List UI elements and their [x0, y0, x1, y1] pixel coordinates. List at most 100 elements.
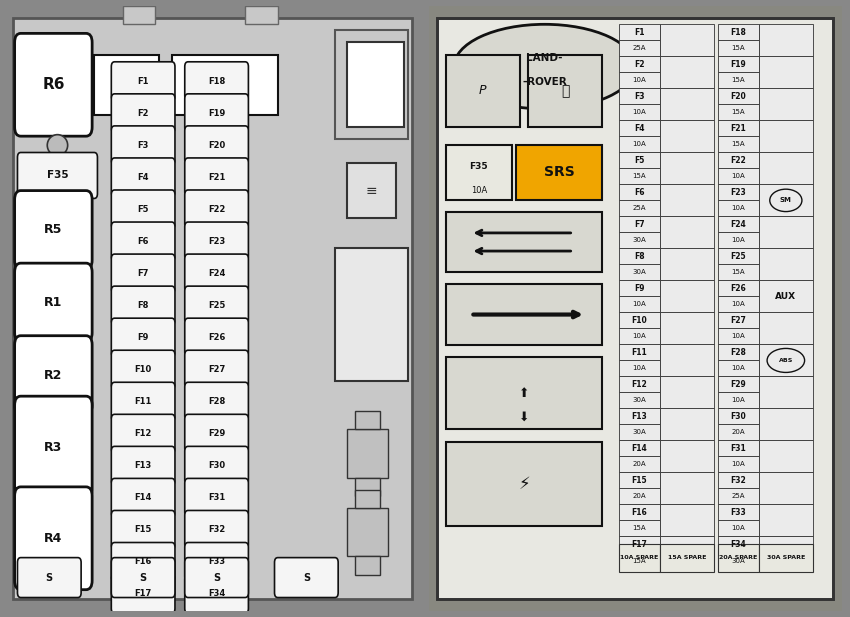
Bar — [660, 217, 714, 249]
Text: R3: R3 — [44, 441, 63, 454]
FancyBboxPatch shape — [184, 254, 248, 293]
Text: S: S — [303, 573, 310, 582]
Text: LAND-: LAND- — [526, 52, 563, 62]
Bar — [528, 54, 603, 127]
Bar — [619, 552, 660, 568]
Bar — [245, 6, 278, 24]
FancyBboxPatch shape — [111, 558, 175, 597]
Bar — [335, 248, 408, 381]
Bar — [759, 184, 813, 217]
Bar — [445, 145, 512, 200]
Text: F20: F20 — [208, 141, 225, 150]
FancyBboxPatch shape — [18, 152, 98, 199]
Text: R4: R4 — [44, 532, 63, 545]
Text: F22: F22 — [208, 205, 225, 214]
Text: F18: F18 — [208, 77, 225, 86]
FancyBboxPatch shape — [111, 62, 175, 101]
Text: 15A: 15A — [632, 526, 646, 531]
Bar — [717, 360, 759, 376]
FancyBboxPatch shape — [184, 350, 248, 389]
Bar — [619, 88, 660, 104]
Text: 15A: 15A — [732, 77, 745, 83]
Text: ✋: ✋ — [561, 84, 570, 98]
Bar — [717, 544, 759, 571]
FancyBboxPatch shape — [111, 446, 175, 485]
Bar — [445, 284, 603, 345]
Text: F16: F16 — [134, 557, 152, 566]
Text: 30A: 30A — [632, 270, 646, 275]
Bar — [717, 136, 759, 152]
Bar — [445, 54, 520, 127]
Bar — [619, 120, 660, 136]
Bar — [619, 201, 660, 217]
FancyBboxPatch shape — [14, 396, 92, 499]
Text: F4: F4 — [634, 124, 645, 133]
Text: 20A: 20A — [632, 462, 646, 468]
Bar — [759, 88, 813, 120]
Text: 20A: 20A — [732, 429, 745, 436]
Bar — [717, 392, 759, 408]
Text: –ROVER: –ROVER — [522, 77, 567, 87]
FancyBboxPatch shape — [111, 574, 175, 613]
Text: F31: F31 — [208, 493, 225, 502]
Text: 30A: 30A — [732, 558, 745, 563]
FancyBboxPatch shape — [184, 94, 248, 133]
Text: F21: F21 — [730, 124, 746, 133]
Text: F30: F30 — [208, 462, 225, 470]
Bar — [660, 24, 714, 56]
Text: 10A: 10A — [732, 173, 745, 180]
Bar — [759, 408, 813, 441]
Bar — [717, 424, 759, 441]
Bar — [619, 296, 660, 312]
Bar — [660, 473, 714, 505]
Text: F35: F35 — [469, 162, 488, 171]
Text: F9: F9 — [634, 284, 645, 293]
Bar — [347, 43, 405, 127]
Text: F10: F10 — [632, 316, 648, 325]
Text: ⚡: ⚡ — [518, 475, 530, 493]
Bar — [445, 212, 603, 272]
Bar — [717, 408, 759, 424]
Text: F11: F11 — [632, 348, 648, 357]
Bar — [717, 24, 759, 40]
Text: F23: F23 — [730, 188, 746, 197]
Text: SM: SM — [780, 197, 792, 204]
Text: F27: F27 — [730, 316, 746, 325]
Text: F29: F29 — [730, 380, 746, 389]
Bar — [717, 56, 759, 72]
Bar — [619, 249, 660, 265]
Text: 10A: 10A — [632, 333, 646, 339]
Bar — [717, 328, 759, 344]
Text: F24: F24 — [730, 220, 746, 229]
Bar — [717, 104, 759, 120]
Bar — [619, 184, 660, 201]
Text: F25: F25 — [208, 301, 225, 310]
Bar — [717, 249, 759, 265]
Text: F5: F5 — [138, 205, 149, 214]
Text: F4: F4 — [138, 173, 149, 182]
Bar — [619, 152, 660, 168]
FancyBboxPatch shape — [184, 415, 248, 453]
Bar — [717, 441, 759, 457]
Bar — [516, 145, 603, 200]
Text: F20: F20 — [730, 92, 746, 101]
Text: F2: F2 — [634, 60, 645, 69]
Text: F19: F19 — [730, 60, 746, 69]
Text: 25A: 25A — [632, 45, 646, 51]
Bar — [619, 537, 660, 552]
Bar — [660, 344, 714, 376]
Bar — [717, 201, 759, 217]
FancyBboxPatch shape — [184, 478, 248, 517]
Text: F29: F29 — [208, 429, 225, 438]
Text: F22: F22 — [730, 156, 746, 165]
Bar — [717, 457, 759, 473]
Text: F19: F19 — [208, 109, 225, 118]
Text: 15A: 15A — [732, 270, 745, 275]
Text: F10: F10 — [134, 365, 152, 374]
Text: R6: R6 — [42, 77, 65, 93]
Text: F33: F33 — [730, 508, 746, 517]
Text: 20A SPARE: 20A SPARE — [719, 555, 757, 560]
Bar — [619, 424, 660, 441]
Text: AUX: AUX — [775, 292, 796, 301]
FancyBboxPatch shape — [14, 263, 92, 342]
